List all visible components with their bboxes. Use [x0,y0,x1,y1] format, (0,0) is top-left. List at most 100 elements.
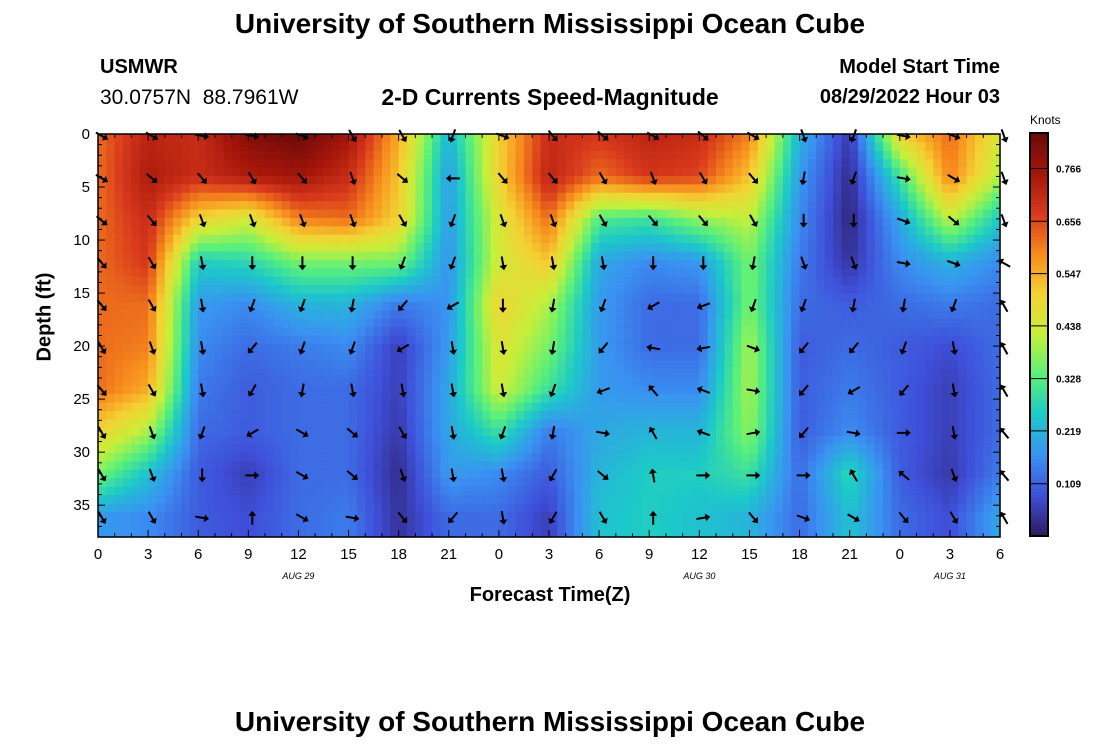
heatmap-cell [323,293,333,303]
heatmap-cell [791,486,801,496]
heatmap-cell [858,142,867,152]
heatmap-cell [231,184,241,194]
heatmap-cell [273,251,283,261]
heatmap-cell [908,453,918,463]
heatmap-cell [365,159,375,169]
heatmap-cell [173,226,183,236]
heatmap-cell [482,268,492,278]
heatmap-cell [365,134,375,143]
heatmap-cell [440,402,450,412]
heatmap-cell [198,192,208,202]
heatmap-cell [607,226,617,236]
heatmap-cell [682,175,692,185]
heatmap-cell [164,343,174,353]
heatmap-cell [223,461,233,471]
heatmap-cell [916,184,926,194]
heatmap-cell [640,150,650,160]
heatmap-cell [590,402,600,412]
heatmap-cell [582,226,592,236]
heatmap-cell [482,201,492,211]
heatmap-cell [665,444,675,454]
heatmap-cell [273,402,283,412]
heatmap-cell [181,394,191,404]
heatmap-cell [407,301,416,311]
heatmap-cell [732,209,742,219]
heatmap-cell [198,394,208,404]
heatmap-cell [398,394,408,404]
heatmap-cell [724,478,734,488]
heatmap-cell [315,436,325,446]
heatmap-cell [832,142,842,152]
heatmap-cell [173,352,183,362]
heatmap-cell [966,142,976,152]
heatmap-cell [774,436,784,446]
heatmap-cell [532,318,542,328]
heatmap-cell [206,444,216,454]
heatmap-cell [799,419,809,429]
heatmap-cell [974,503,984,513]
heatmap-cell [490,293,500,303]
heatmap-cell [657,318,667,328]
heatmap-cell [549,293,558,303]
heatmap-cell [348,503,358,513]
heatmap-cell [866,259,876,269]
heatmap-cell [565,478,575,488]
heatmap-cell [590,167,600,177]
heatmap-cell [640,427,650,437]
heatmap-cell [858,234,867,244]
heatmap-cell [515,469,525,479]
heatmap-cell [849,310,859,320]
heatmap-cell [599,444,609,454]
heatmap-cell [198,352,208,362]
heatmap-cell [782,327,792,337]
heatmap-cell [841,310,851,320]
heatmap-cell [189,520,199,530]
heatmap-cell [724,243,734,253]
heatmap-cell [432,259,442,269]
heatmap-cell [398,444,408,454]
heatmap-cell [315,327,325,337]
heatmap-cell [381,192,391,202]
heatmap-cell [899,209,909,219]
heatmap-cell [933,352,943,362]
heatmap-cell [131,301,141,311]
heatmap-cell [106,226,116,236]
heatmap-cell [908,402,918,412]
heatmap-cell [908,217,918,227]
heatmap-cell [908,343,918,353]
heatmap-cell [590,251,600,261]
heatmap-cell [239,419,249,429]
heatmap-cell [356,453,366,463]
heatmap-cell [223,243,233,253]
heatmap-cell [699,486,709,496]
heatmap-cell [206,142,216,152]
heatmap-cell [858,301,867,311]
heatmap-cell [816,268,826,278]
heatmap-cell [757,293,767,303]
heatmap-cell [782,427,792,437]
heatmap-cell [198,226,208,236]
heatmap-cell [974,360,984,370]
heatmap-cell [139,453,149,463]
heatmap-cell [958,402,968,412]
heatmap-cell [841,259,851,269]
heatmap-cell [707,486,717,496]
heatmap-cell [298,327,308,337]
heatmap-cell [866,167,876,177]
heatmap-cell [106,520,116,530]
heatmap-cell [356,444,366,454]
heatmap-cell [782,343,792,353]
heatmap-cell [306,268,316,278]
heatmap-cell [624,343,634,353]
heatmap-cell [482,503,492,513]
heatmap-cell [298,142,308,152]
heatmap-cell [231,259,241,269]
heatmap-cell [523,226,533,236]
heatmap-cell [281,461,291,471]
heatmap-cell [432,251,442,261]
heatmap-cell [98,520,107,530]
heatmap-cell [565,511,575,521]
heatmap-cell [615,377,625,387]
heatmap-cell [131,226,141,236]
heatmap-cell [390,486,400,496]
